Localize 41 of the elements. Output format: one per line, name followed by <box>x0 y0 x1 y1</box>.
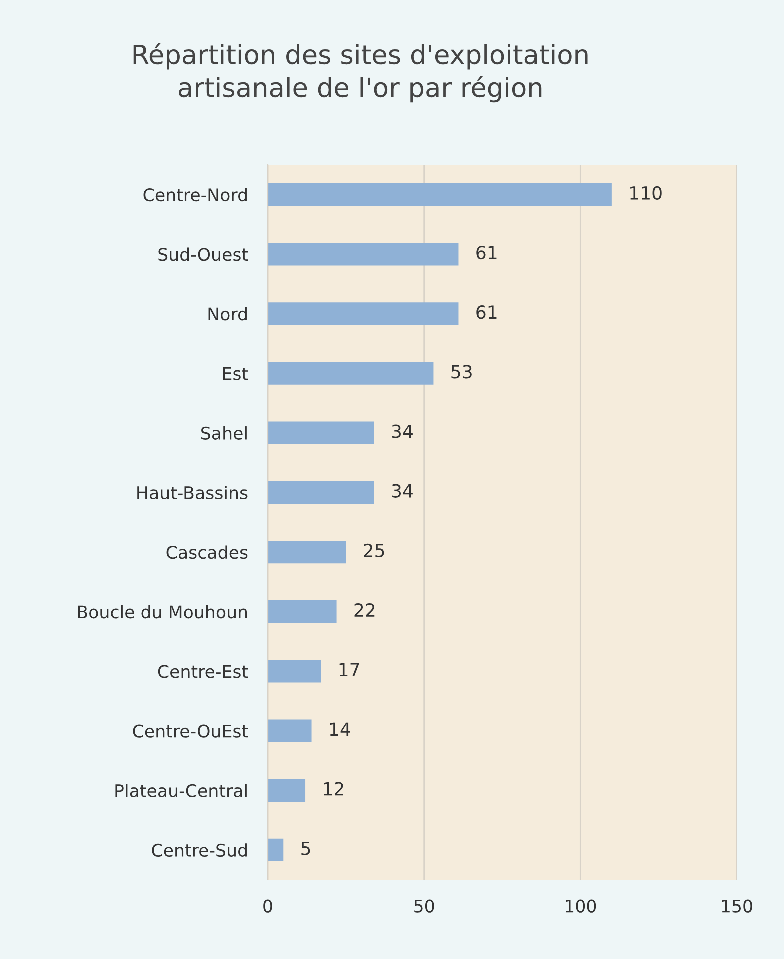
bar <box>268 183 612 206</box>
y-tick-label: Centre-OuEst <box>133 724 248 738</box>
chart-title: Répartition des sites d'exploitation artisanale de l'or par région <box>134 43 588 103</box>
data-label: 5 <box>302 842 310 856</box>
bar <box>268 779 306 802</box>
data-label: 61 <box>476 306 497 320</box>
x-tick-label: 50 <box>414 900 434 913</box>
y-tick-label: Sud-Ouest <box>158 248 248 262</box>
bar <box>268 422 374 444</box>
bar <box>268 838 284 862</box>
data-label: 61 <box>476 246 497 260</box>
bar <box>268 720 312 742</box>
y-tick-label: Est <box>223 367 248 380</box>
y-tick-label: Boucle du Mouhoun <box>78 605 248 619</box>
x-tick-label: 150 <box>722 900 752 913</box>
bar <box>268 600 337 624</box>
data-label: 14 <box>330 722 350 736</box>
bar <box>268 481 374 504</box>
y-tick-label: Haut-Bassins <box>138 486 248 500</box>
y-tick-label: Plateau-Central <box>116 784 247 798</box>
x-tick-label: 100 <box>566 900 596 913</box>
data-label: 53 <box>452 365 472 379</box>
data-label: 25 <box>364 544 384 558</box>
data-label: 34 <box>392 484 413 498</box>
y-tick-label: Centre-Est <box>158 665 248 678</box>
data-label: 17 <box>340 663 360 676</box>
bar <box>268 243 459 266</box>
y-tick-label: Cascades <box>166 546 248 560</box>
y-tick-label: Sahel <box>202 426 247 440</box>
bar <box>268 660 322 683</box>
bar <box>268 540 346 564</box>
data-label: 12 <box>324 782 344 796</box>
data-label: 110 <box>630 186 662 200</box>
y-tick-label: Centre-Sud <box>152 844 247 858</box>
bar <box>268 302 459 326</box>
bar <box>268 362 434 385</box>
x-tick-label: 0 <box>264 900 272 913</box>
y-tick-label: Nord <box>208 307 247 321</box>
data-label: 22 <box>354 603 375 617</box>
y-tick-label: Centre-Nord <box>144 188 247 202</box>
data-label: 34 <box>392 424 413 438</box>
